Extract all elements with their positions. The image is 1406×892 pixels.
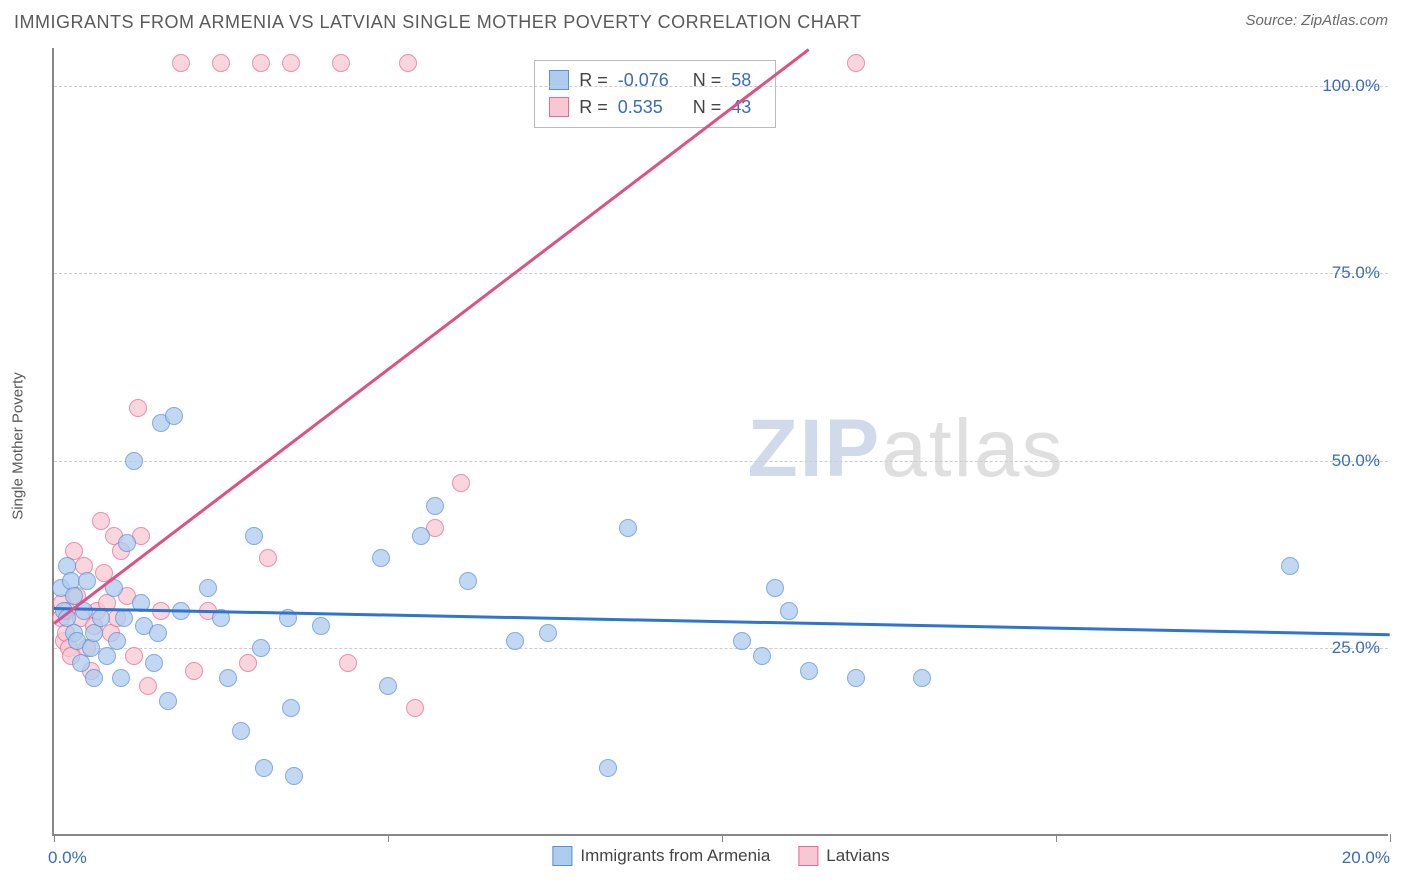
data-point: [139, 677, 157, 695]
data-point: [92, 512, 110, 530]
data-point: [332, 54, 350, 72]
legend-item: Immigrants from Armenia: [552, 846, 770, 866]
data-point: [282, 54, 300, 72]
legend-swatch: [798, 846, 818, 866]
legend-label: Immigrants from Armenia: [580, 846, 770, 866]
chart-title: IMMIGRANTS FROM ARMENIA VS LATVIAN SINGL…: [14, 12, 861, 33]
series-swatch: [549, 97, 569, 117]
y-axis-title: Single Mother Poverty: [10, 372, 27, 520]
bottom-legend: Immigrants from Armenia Latvians: [552, 846, 889, 866]
legend-label: Latvians: [826, 846, 889, 866]
data-point: [92, 609, 110, 627]
x-tick: [1056, 834, 1057, 842]
data-point: [412, 527, 430, 545]
r-value: -0.076: [618, 67, 678, 94]
legend-item: Latvians: [798, 846, 889, 866]
legend-swatch: [552, 846, 572, 866]
data-point: [185, 662, 203, 680]
data-point: [766, 579, 784, 597]
data-point: [539, 624, 557, 642]
data-point: [339, 654, 357, 672]
data-point: [406, 699, 424, 717]
x-tick: [54, 834, 55, 842]
data-point: [913, 669, 931, 687]
data-point: [98, 647, 116, 665]
data-point: [159, 692, 177, 710]
watermark: ZIPatlas: [748, 402, 1065, 496]
data-point: [82, 639, 100, 657]
data-point: [252, 639, 270, 657]
grid-line: [54, 461, 1388, 462]
n-label: N =: [688, 67, 722, 94]
data-point: [426, 497, 444, 515]
data-point: [252, 54, 270, 72]
grid-line: [54, 86, 1388, 87]
data-point: [379, 677, 397, 695]
data-point: [452, 474, 470, 492]
data-point: [125, 452, 143, 470]
grid-line: [54, 273, 1388, 274]
data-point: [459, 572, 477, 590]
data-point: [129, 399, 147, 417]
data-point: [399, 54, 417, 72]
source-label: Source: ZipAtlas.com: [1245, 12, 1388, 29]
data-point: [199, 579, 217, 597]
data-point: [172, 54, 190, 72]
data-point: [619, 519, 637, 537]
y-tick-label: 75.0%: [1332, 263, 1380, 283]
data-point: [245, 527, 263, 545]
data-point: [255, 759, 273, 777]
data-point: [780, 602, 798, 620]
data-point: [239, 654, 257, 672]
trend-line: [54, 607, 1390, 636]
x-tick: [388, 834, 389, 842]
watermark-atlas: atlas: [881, 403, 1064, 494]
data-point: [312, 617, 330, 635]
data-point: [219, 669, 237, 687]
data-point: [847, 54, 865, 72]
data-point: [753, 647, 771, 665]
data-point: [259, 549, 277, 567]
data-point: [285, 767, 303, 785]
data-point: [72, 654, 90, 672]
data-point: [1281, 557, 1299, 575]
series-swatch: [549, 70, 569, 90]
data-point: [232, 722, 250, 740]
data-point: [733, 632, 751, 650]
data-point: [112, 669, 130, 687]
data-point: [847, 669, 865, 687]
data-point: [800, 662, 818, 680]
x-tick: [1390, 834, 1391, 842]
data-point: [506, 632, 524, 650]
data-point: [212, 54, 230, 72]
y-tick-label: 100.0%: [1322, 76, 1380, 96]
trend-line: [53, 48, 809, 624]
plot-area: ZIPatlas R =-0.076 N =58R =0.535 N =43 I…: [52, 48, 1388, 836]
data-point: [599, 759, 617, 777]
data-point: [85, 669, 103, 687]
x-tick-label: 0.0%: [48, 848, 87, 868]
data-point: [165, 407, 183, 425]
y-tick-label: 50.0%: [1332, 451, 1380, 471]
y-tick-label: 25.0%: [1332, 638, 1380, 658]
x-tick: [722, 834, 723, 842]
data-point: [78, 572, 96, 590]
data-point: [372, 549, 390, 567]
watermark-zip: ZIP: [748, 403, 882, 494]
data-point: [145, 654, 163, 672]
data-point: [115, 609, 133, 627]
data-point: [125, 647, 143, 665]
x-tick-label: 20.0%: [1342, 848, 1390, 868]
r-label: R =: [579, 94, 608, 121]
data-point: [118, 534, 136, 552]
data-point: [282, 699, 300, 717]
data-point: [149, 624, 167, 642]
stats-box: R =-0.076 N =58R =0.535 N =43: [534, 60, 776, 128]
data-point: [108, 632, 126, 650]
r-label: R =: [579, 67, 608, 94]
stats-row: R =-0.076 N =58: [549, 67, 761, 94]
r-value: 0.535: [618, 94, 678, 121]
